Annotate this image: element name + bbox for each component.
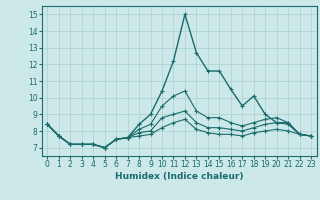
X-axis label: Humidex (Indice chaleur): Humidex (Indice chaleur) bbox=[115, 172, 244, 181]
